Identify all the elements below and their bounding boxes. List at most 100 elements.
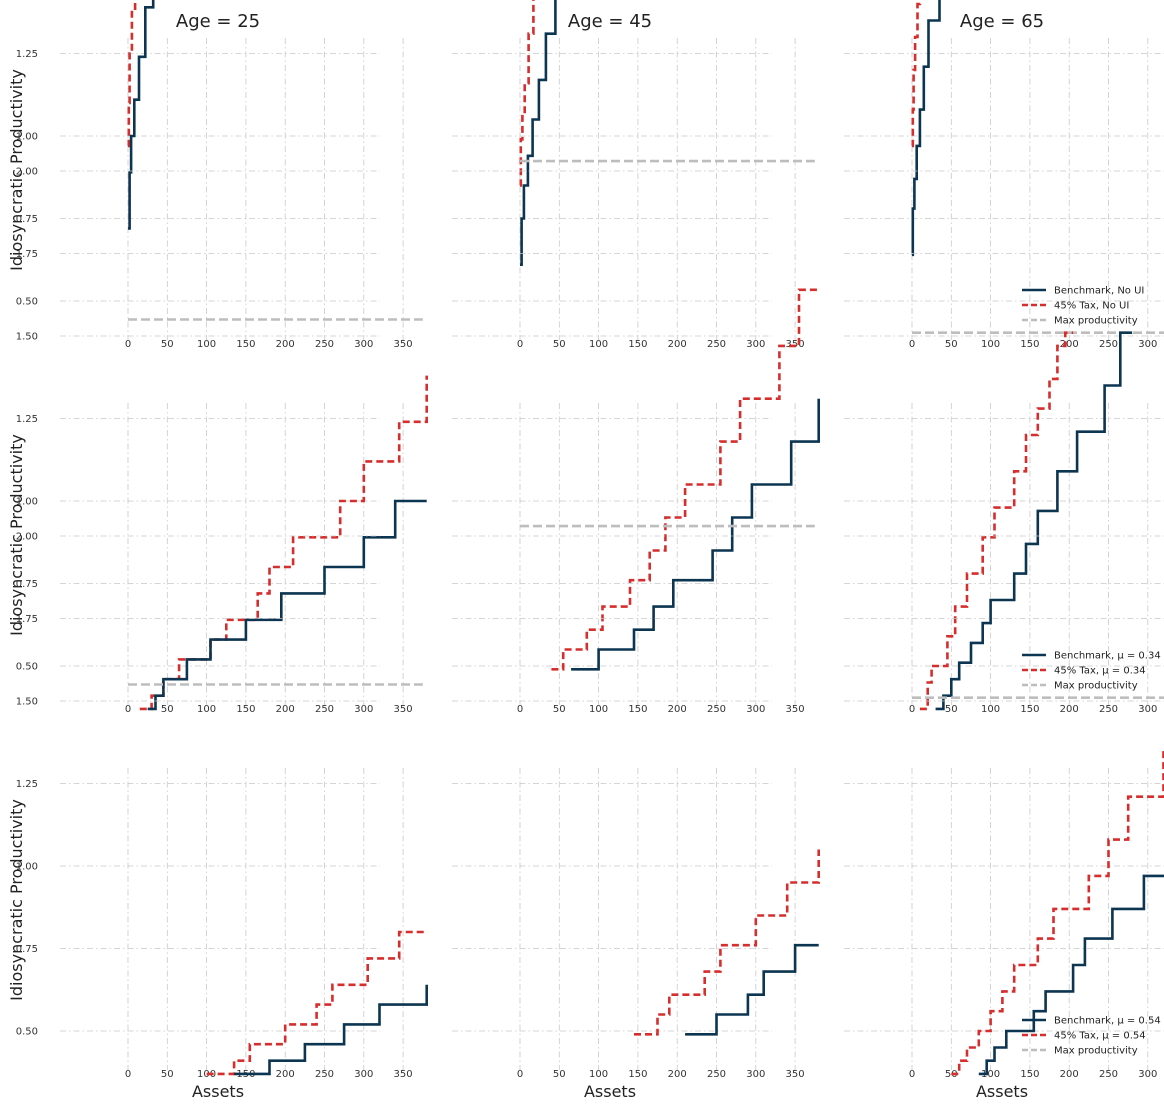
panels: 0 50 100 150 200 250 300 350 0.50 0.75 1.00 1.25 1.5… — [16, 0, 1164, 1080]
x-tick-label: 200 — [276, 339, 295, 350]
x-tick-label: 200 — [1060, 704, 1079, 715]
panel-3-2: 0 50 100 150 200 250 300 350 — [452, 524, 820, 1080]
y-tick-label: 1.25 — [16, 779, 38, 790]
x-tick-label: 200 — [1060, 339, 1079, 350]
panel-2-3: 050100150200250300350Benchmark, μ = 0.34… — [844, 170, 1164, 715]
series-tax — [206, 930, 427, 1076]
y-tick-label: 1.00 — [16, 132, 38, 143]
x-tick-label: 100 — [981, 704, 1000, 715]
x-tick-label: 50 — [945, 704, 958, 715]
y-axis-label-row-2: Idiosyncratic Productivity — [7, 434, 26, 636]
x-tick-label: 150 — [236, 339, 255, 350]
y-tick-label: 1.00 — [16, 497, 38, 508]
x-tick-label: 300 — [354, 704, 373, 715]
legend-label: 45% Tax, No UI — [1054, 301, 1129, 312]
series-tax — [634, 849, 820, 1036]
x-tick-label: 50 — [161, 339, 174, 350]
series-benchmark — [978, 874, 1164, 1076]
series-tax — [551, 288, 819, 671]
legend-label: Benchmark, No UI — [1054, 286, 1144, 297]
x-tick-label: 250 — [315, 704, 334, 715]
y-tick-label: 0.50 — [16, 297, 38, 308]
panel-1-3: 050100150200250300350Benchmark, No UI45%… — [844, 0, 1164, 350]
x-tick-label: 300 — [746, 1069, 765, 1080]
x-tick-label: 50 — [945, 339, 958, 350]
x-tick-label: 50 — [161, 704, 174, 715]
series-tax — [911, 0, 922, 148]
x-tick-label: 150 — [1020, 1069, 1039, 1080]
x-tick-label: 50 — [553, 704, 566, 715]
x-tick-label: 50 — [161, 1069, 174, 1080]
x-tick-label: 50 — [553, 1069, 566, 1080]
series-benchmark — [520, 0, 557, 266]
series-tax — [951, 749, 1164, 1076]
x-tick-label: 300 — [746, 704, 765, 715]
series-benchmark — [571, 398, 820, 671]
x-tick-label: 0 — [125, 704, 131, 715]
series-benchmark — [911, 0, 941, 257]
x-tick-label: 50 — [553, 339, 566, 350]
x-tick-label: 100 — [589, 339, 608, 350]
x-tick-label: 150 — [628, 1069, 647, 1080]
series-tax — [127, 0, 137, 148]
y-tick-label: 1.25 — [16, 49, 38, 60]
y-tick-label: 0.50 — [16, 1027, 38, 1038]
x-tick-label: 350 — [786, 704, 805, 715]
y-tick-label: 1.50 — [16, 697, 38, 708]
y-tick-label: 2.00 — [16, 167, 38, 178]
series-tax — [919, 331, 1074, 711]
y-tick-label: 1.75 — [16, 614, 38, 625]
x-tick-label: 0 — [517, 1069, 523, 1080]
column-title-age-25: Age = 25 — [176, 11, 260, 32]
x-tick-label: 200 — [668, 1069, 687, 1080]
x-tick-label: 250 — [1099, 339, 1118, 350]
x-tick-label: 150 — [236, 704, 255, 715]
y-tick-label: 0.75 — [16, 214, 38, 225]
series-benchmark — [234, 984, 428, 1076]
series-benchmark — [128, 0, 155, 230]
column-title-age-45: Age = 45 — [568, 11, 652, 32]
x-tick-label: 350 — [394, 1069, 413, 1080]
x-tick-label: 250 — [1099, 704, 1118, 715]
x-tick-label: 0 — [125, 339, 131, 350]
x-tick-label: 250 — [1099, 1069, 1118, 1080]
y-axis-label-row-1: Idiosyncratic Productivity — [7, 69, 26, 271]
x-tick-label: 0 — [909, 1069, 915, 1080]
legend-label: Max productivity — [1054, 316, 1138, 327]
x-tick-label: 150 — [628, 339, 647, 350]
x-tick-label: 300 — [1138, 339, 1157, 350]
series-benchmark — [935, 331, 1133, 711]
x-tick-label: 250 — [707, 704, 726, 715]
legend-label: Benchmark, μ = 0.54 — [1054, 1016, 1161, 1027]
series-benchmark — [147, 499, 427, 711]
x-tick-label: 0 — [517, 704, 523, 715]
panel-2-1: 0 50 100 150 200 250 300 350 0.50 0.75 1.00 1.25 1.5… — [16, 167, 428, 715]
x-tick-label: 0 — [517, 339, 523, 350]
x-tick-label: 350 — [786, 1069, 805, 1080]
panel-1-1: 0 50 100 150 200 250 300 350 0.50 0.75 1.00 1.25 1.5… — [16, 0, 413, 350]
y-tick-label: 0.75 — [16, 579, 38, 590]
x-tick-label: 300 — [354, 1069, 373, 1080]
x-tick-label: 200 — [668, 339, 687, 350]
y-tick-label: 1.25 — [16, 414, 38, 425]
panel-1-2: 0 50 100 150 200 250 300 350 — [452, 0, 805, 350]
legend-label: Max productivity — [1054, 681, 1138, 692]
x-tick-label: 150 — [628, 704, 647, 715]
x-tick-label: 200 — [1060, 1069, 1079, 1080]
x-tick-label: 300 — [354, 339, 373, 350]
x-tick-label: 350 — [394, 339, 413, 350]
x-tick-label: 100 — [981, 339, 1000, 350]
y-tick-label: 2.00 — [16, 532, 38, 543]
legend-label: Max productivity — [1054, 1046, 1138, 1057]
x-tick-label: 100 — [981, 1069, 1000, 1080]
x-tick-label: 300 — [746, 339, 765, 350]
x-axis-label-col-1: Assets — [192, 1082, 244, 1101]
x-tick-label: 350 — [786, 339, 805, 350]
panel-3-3: 050100150200250300350Benchmark, μ = 0.54… — [844, 535, 1164, 1080]
legend-label: 45% Tax, μ = 0.34 — [1054, 666, 1146, 677]
legend-label: 45% Tax, μ = 0.54 — [1054, 1031, 1146, 1042]
x-tick-label: 250 — [315, 1069, 334, 1080]
x-tick-label: 100 — [589, 1069, 608, 1080]
x-tick-label: 250 — [707, 339, 726, 350]
